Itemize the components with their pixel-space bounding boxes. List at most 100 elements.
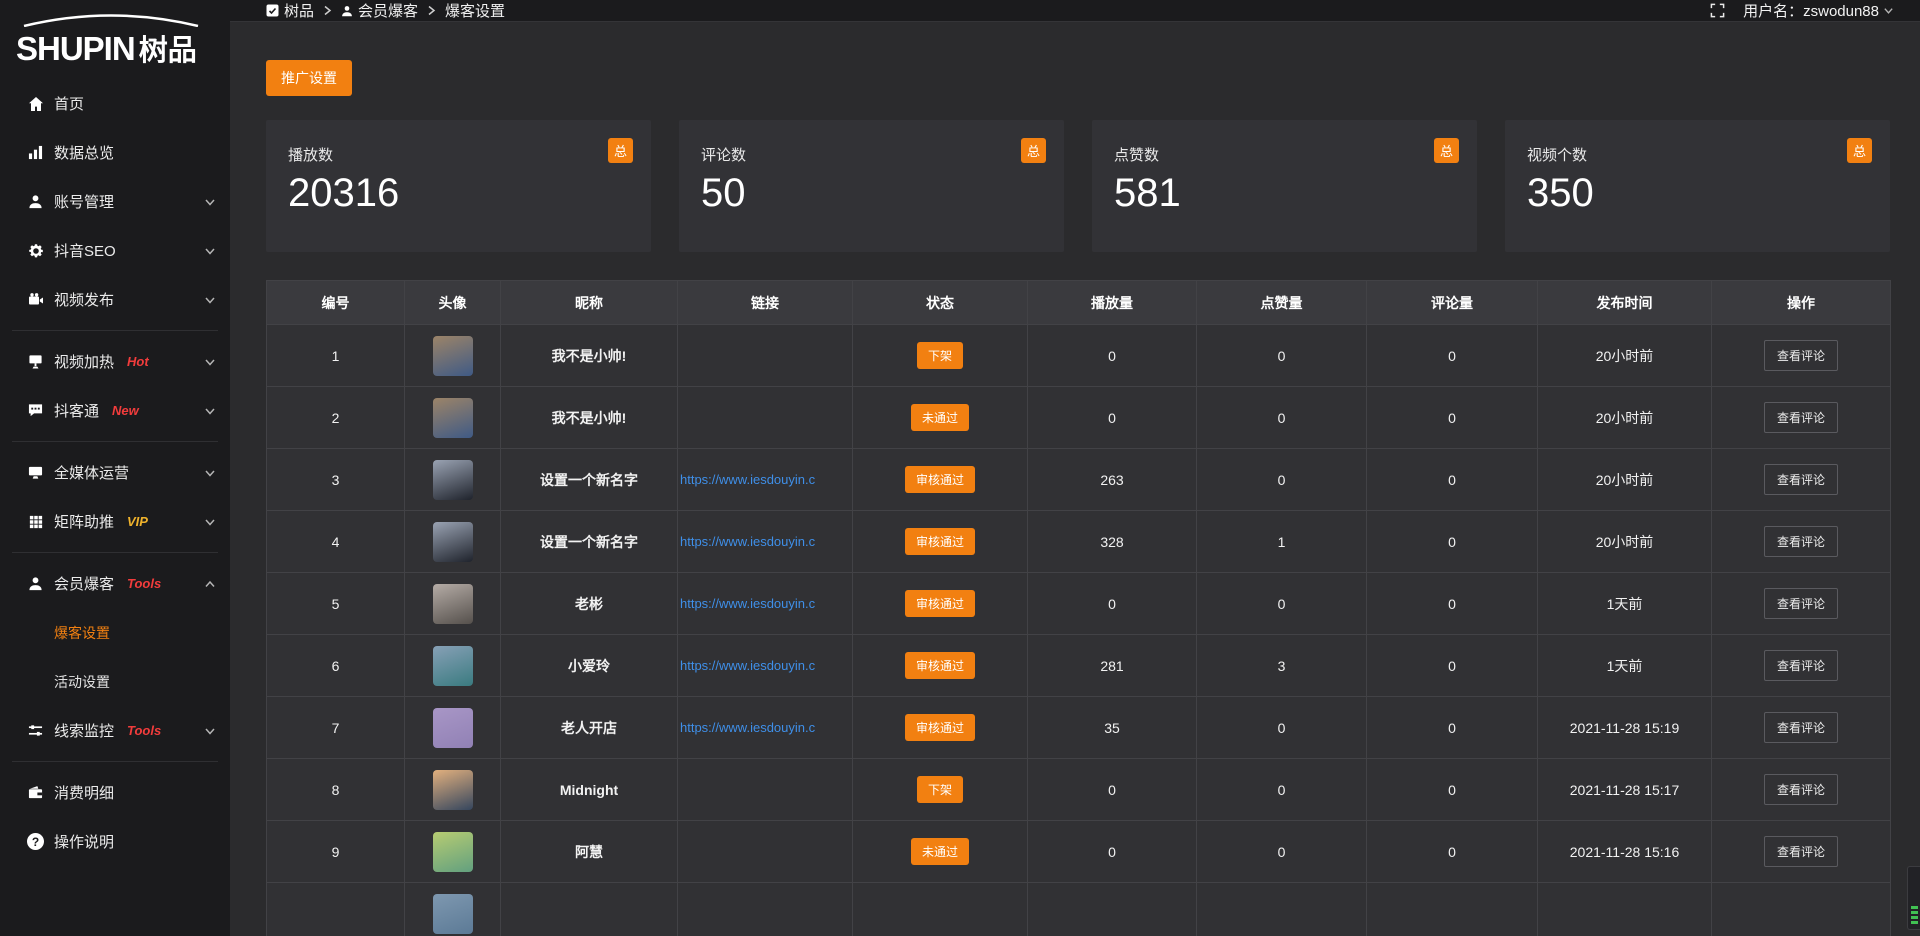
cell-time: 1天前 bbox=[1537, 634, 1712, 697]
video-link[interactable]: https://www.iesdouyin.c bbox=[680, 596, 816, 611]
chevron-down-icon bbox=[205, 297, 215, 304]
sidebar-item-lead-monitor[interactable]: 线索监控 Tools bbox=[0, 706, 230, 755]
status-button[interactable]: 下架 bbox=[916, 776, 963, 803]
sidebar-item-label: 抖音SEO bbox=[54, 243, 116, 260]
sidebar-subitem-activity-settings[interactable]: 活动设置 bbox=[0, 657, 230, 706]
cell-comments: 0 bbox=[1366, 386, 1538, 449]
cell-nickname: 阿慧 bbox=[500, 820, 678, 883]
sidebar-item-account-mgmt[interactable]: 账号管理 bbox=[0, 177, 230, 226]
cell-actions bbox=[1711, 882, 1891, 936]
view-comments-button[interactable]: 查看评论 bbox=[1763, 836, 1838, 867]
sidebar-item-consumption-detail[interactable]: 消费明细 bbox=[0, 768, 230, 817]
cell-comments: 0 bbox=[1366, 448, 1538, 511]
cell-no: 6 bbox=[266, 634, 405, 697]
floating-widget[interactable] bbox=[1907, 866, 1920, 930]
sidebar-item-instructions[interactable]: 操作说明 bbox=[0, 817, 230, 866]
cell-likes: 0 bbox=[1196, 758, 1367, 821]
sidebar-divider bbox=[12, 330, 218, 331]
breadcrumb-separator-icon bbox=[324, 5, 332, 16]
promo-settings-button[interactable]: 推广设置 bbox=[266, 60, 352, 96]
cell-likes: 0 bbox=[1196, 386, 1367, 449]
sidebar-item-label: 视频发布 bbox=[54, 292, 115, 309]
cell-plays: 35 bbox=[1027, 696, 1197, 759]
stat-label: 播放数 bbox=[288, 147, 334, 164]
video-link[interactable]: https://www.iesdouyin.c bbox=[680, 658, 816, 673]
sidebar-item-member-baoke[interactable]: 会员爆客 Tools bbox=[0, 559, 230, 608]
video-link[interactable]: https://www.iesdouyin.c bbox=[680, 534, 816, 549]
sidebar-item-label: 账号管理 bbox=[54, 194, 115, 211]
chevron-down-icon bbox=[205, 519, 215, 526]
cell-no: 2 bbox=[266, 386, 405, 449]
view-comments-button[interactable]: 查看评论 bbox=[1763, 526, 1838, 557]
view-comments-button[interactable]: 查看评论 bbox=[1763, 774, 1838, 805]
sidebar-divider bbox=[12, 441, 218, 442]
cell-comments: 0 bbox=[1366, 758, 1538, 821]
stat-card-videos: 视频个数 350 总 bbox=[1505, 120, 1890, 252]
question-circle-icon bbox=[26, 833, 45, 850]
cell-nickname bbox=[500, 882, 678, 936]
chevron-down-icon bbox=[205, 248, 215, 255]
stat-label: 点赞数 bbox=[1114, 147, 1160, 164]
cell-likes: 0 bbox=[1196, 324, 1367, 387]
sidebar-item-matrix-boost[interactable]: 矩阵助推 VIP bbox=[0, 497, 230, 546]
sidebar-item-label: 会员爆客 bbox=[54, 576, 115, 593]
sidebar-item-video-heat[interactable]: 视频加热 Hot bbox=[0, 337, 230, 386]
fullscreen-button[interactable] bbox=[1710, 3, 1725, 18]
cell-no: 4 bbox=[266, 510, 405, 573]
view-comments-button[interactable]: 查看评论 bbox=[1763, 402, 1838, 433]
chat-icon bbox=[26, 403, 45, 418]
cell-likes: 0 bbox=[1196, 572, 1367, 635]
status-button[interactable]: 审核通过 bbox=[904, 528, 975, 555]
view-comments-button[interactable]: 查看评论 bbox=[1763, 650, 1838, 681]
chevron-down-icon bbox=[205, 408, 215, 415]
sidebar-item-label: 全媒体运营 bbox=[54, 465, 130, 482]
monitor-icon bbox=[26, 465, 45, 480]
status-button[interactable]: 审核通过 bbox=[904, 590, 975, 617]
hot-badge: Hot bbox=[127, 354, 149, 369]
status-button[interactable]: 审核通过 bbox=[904, 652, 975, 679]
breadcrumb-separator-icon bbox=[428, 5, 436, 16]
sidebar-item-home[interactable]: 首页 bbox=[0, 79, 230, 128]
user-menu[interactable]: 用户名：zswodun88 bbox=[1743, 0, 1894, 21]
screen-icon bbox=[26, 354, 45, 369]
total-badge: 总 bbox=[607, 138, 633, 163]
sidebar-item-data-overview[interactable]: 数据总览 bbox=[0, 128, 230, 177]
status-button[interactable]: 审核通过 bbox=[904, 466, 975, 493]
sidebar-item-label: 首页 bbox=[54, 96, 85, 113]
view-comments-button[interactable]: 查看评论 bbox=[1763, 464, 1838, 495]
sidebar-item-doketong[interactable]: 抖客通 New bbox=[0, 386, 230, 435]
table-row-partial bbox=[266, 882, 1891, 936]
cell-no: 7 bbox=[266, 696, 405, 759]
sidebar-subitem-label: 爆客设置 bbox=[54, 624, 110, 641]
gear-icon bbox=[26, 243, 45, 259]
status-button[interactable]: 下架 bbox=[916, 342, 963, 369]
col-header-no: 编号 bbox=[266, 280, 405, 325]
sidebar-item-douyin-seo[interactable]: 抖音SEO bbox=[0, 226, 230, 275]
cell-plays bbox=[1027, 882, 1197, 936]
sidebar-subitem-label: 活动设置 bbox=[54, 673, 110, 690]
breadcrumb-item-member-baoke[interactable]: 会员爆客 bbox=[341, 0, 418, 21]
fullscreen-icon bbox=[1710, 3, 1725, 18]
total-badge: 总 bbox=[1020, 138, 1046, 163]
chevron-down-icon bbox=[205, 359, 215, 366]
view-comments-button[interactable]: 查看评论 bbox=[1763, 588, 1838, 619]
view-comments-button[interactable]: 查看评论 bbox=[1763, 340, 1838, 371]
video-link[interactable]: https://www.iesdouyin.c bbox=[680, 472, 816, 487]
sidebar-divider bbox=[12, 552, 218, 553]
cell-comments: 0 bbox=[1366, 572, 1538, 635]
video-link[interactable]: https://www.iesdouyin.c bbox=[680, 720, 816, 735]
view-comments-button[interactable]: 查看评论 bbox=[1763, 712, 1838, 743]
logo-suffix: 树品 bbox=[138, 35, 197, 67]
status-button[interactable]: 审核通过 bbox=[904, 714, 975, 741]
breadcrumb-item-root[interactable]: 树品 bbox=[266, 0, 314, 21]
content: 推广设置 播放数 20316 总 评论数 50 总 点赞数 581 总 bbox=[230, 22, 1920, 936]
sidebar-item-video-publish[interactable]: 视频发布 bbox=[0, 275, 230, 324]
sidebar-item-all-media[interactable]: 全媒体运营 bbox=[0, 448, 230, 497]
new-badge: New bbox=[112, 403, 139, 418]
status-button[interactable]: 未通过 bbox=[910, 838, 969, 865]
sidebar-subitem-baoke-settings[interactable]: 爆客设置 bbox=[0, 608, 230, 657]
avatar bbox=[432, 459, 473, 500]
col-header-actions: 操作 bbox=[1711, 280, 1891, 325]
status-button[interactable]: 未通过 bbox=[910, 404, 969, 431]
table-row: 2 我不是小帅! 未通过 0 0 0 20小时前 查看评论 bbox=[266, 386, 1891, 449]
